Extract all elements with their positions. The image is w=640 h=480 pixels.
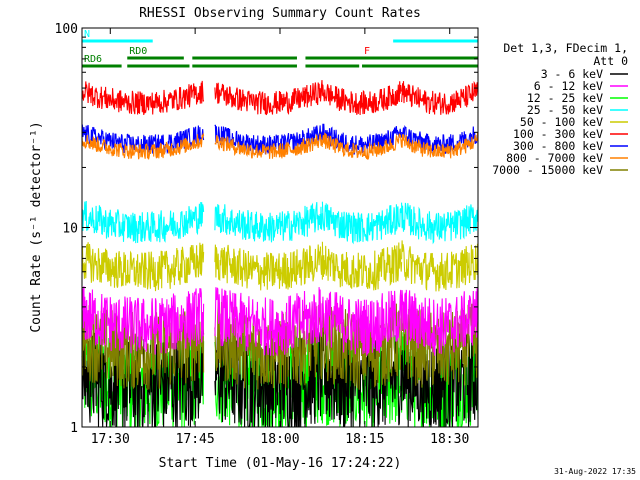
legend-label-3: 25 - 50 keV: [527, 103, 603, 117]
series-line-4-seg-2: [321, 241, 403, 291]
x-tick-label-4: 18:30: [430, 432, 469, 447]
series-layer: [81, 80, 479, 428]
series-line-4-seg-1: [214, 244, 323, 291]
legend-label-2: 12 - 25 keV: [527, 91, 603, 105]
x-axis-label: Start Time (01-May-16 17:24:22): [159, 456, 402, 471]
series-line-3-seg-2: [321, 201, 403, 245]
legend-header-1: Att 0: [593, 54, 628, 68]
flag-label-2: F: [364, 46, 370, 57]
series-line-3-seg-1: [214, 202, 323, 243]
series-line-1-seg-3: [401, 288, 479, 356]
y-tick-label-1: 10: [62, 222, 78, 237]
legend-label-4: 50 - 100 keV: [520, 115, 603, 129]
series-line-8-seg-3: [401, 303, 479, 388]
series-line-5-seg-0: [81, 80, 205, 116]
series-line-7-seg-3: [401, 132, 479, 159]
axis-layer: 17:30 17:45 18:00 18:15 18:30 1 10 100: [55, 22, 478, 447]
series-line-4-seg-0: [81, 242, 205, 292]
series-line-1-seg-0: [81, 286, 205, 355]
series-line-5-seg-3: [401, 80, 479, 115]
series-line-7-seg-1: [214, 133, 323, 159]
series-line-4-seg-3: [401, 240, 479, 292]
y-axis-label: Count Rate (s⁻¹ detector⁻¹): [29, 121, 44, 332]
series-line-7-seg-0: [81, 133, 205, 160]
legend-label-1: 6 - 12 keV: [534, 79, 603, 93]
series-line-1-seg-2: [321, 289, 403, 356]
series-line-7-seg-2: [321, 132, 403, 160]
series-5: [81, 80, 479, 116]
chart-title: RHESSI Observing Summary Count Rates: [139, 6, 421, 21]
legend-label-5: 100 - 300 keV: [513, 127, 603, 141]
legend-label-8: 7000 - 15000 keV: [492, 163, 603, 177]
x-tick-label-1: 17:45: [176, 432, 215, 447]
flag-label-0: N: [84, 29, 90, 40]
flag-label-6: RD6: [84, 54, 102, 65]
y-tick-label-2: 100: [55, 22, 78, 37]
flag-layer: N F RD0 RD6: [82, 29, 478, 68]
x-tick-label-2: 18:00: [260, 432, 299, 447]
timestamp: 31-Aug-2022 17:35: [554, 467, 636, 476]
series-line-1-seg-1: [214, 287, 323, 356]
series-line-5-seg-1: [214, 80, 323, 116]
series-4: [81, 240, 479, 292]
legend-label-6: 300 - 800 keV: [513, 139, 603, 153]
series-line-3-seg-3: [401, 202, 479, 245]
series-7: [81, 132, 479, 160]
legend-header-0: Det 1,3, FDecim 1,: [503, 41, 628, 55]
x-tick-label-3: 18:15: [345, 432, 384, 447]
series-1: [81, 286, 479, 356]
flag-label-3: RD0: [129, 46, 147, 57]
legend-label-7: 800 - 7000 keV: [506, 151, 603, 165]
series-line-3-seg-0: [81, 200, 205, 244]
legend-label-0: 3 - 6 keV: [541, 67, 603, 81]
series-line-6-seg-0: [81, 123, 205, 155]
series-line-5-seg-2: [322, 81, 403, 116]
series-3: [81, 200, 479, 245]
x-tick-label-0: 17:30: [91, 432, 130, 447]
y-tick-label-0: 1: [70, 421, 78, 436]
